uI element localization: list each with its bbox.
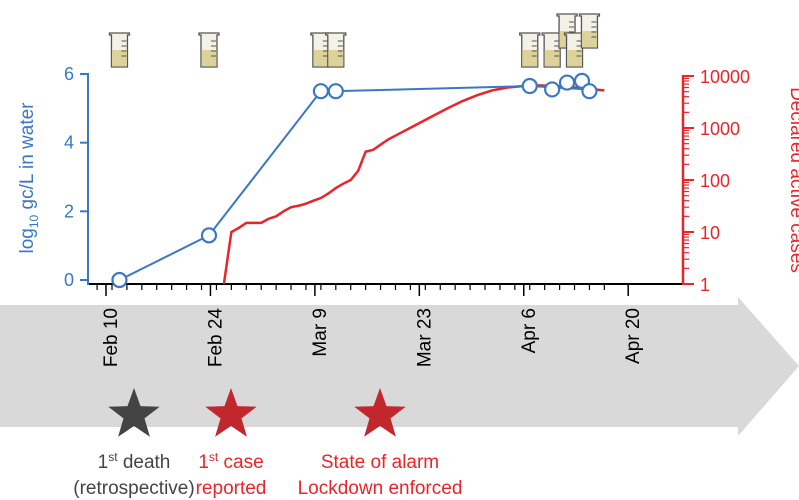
x-tick-label: Mar 23	[414, 308, 435, 367]
event-label-line1: State of alarm	[321, 452, 439, 473]
x-tick-label: Mar 9	[310, 308, 331, 357]
right-y-tick-label: 1	[700, 275, 710, 295]
beaker-icon	[578, 13, 601, 49]
right-y-tick-label: 10	[700, 223, 720, 243]
water-data-point	[544, 81, 561, 98]
left-y-ticks: 0 2 4 6	[64, 64, 88, 290]
right-y-tick-label: 1000	[700, 119, 740, 139]
beaker-icon	[198, 32, 220, 68]
beaker-liquid	[111, 50, 127, 67]
beaker-icon	[541, 32, 563, 68]
water-series-points	[111, 72, 598, 289]
water-series-line	[119, 85, 590, 281]
x-tick-label: Feb 10	[101, 308, 122, 367]
water-data-point	[558, 74, 576, 91]
water-data-point	[200, 227, 218, 244]
left-y-tick-label: 0	[64, 270, 74, 290]
timeline-arrow	[0, 297, 799, 436]
beaker-icon	[563, 32, 586, 68]
beaker-liquid	[567, 50, 583, 67]
x-tick-label: Apr 6	[519, 308, 540, 353]
cases-series-line	[222, 84, 605, 285]
beaker-liquid	[544, 50, 560, 67]
right-y-ticks: 1 10 100 1000 10000	[683, 67, 750, 295]
event-label-line1: 1st case	[198, 450, 263, 473]
left-y-tick-label: 4	[64, 133, 74, 153]
beakers	[108, 13, 601, 68]
water-data-point	[521, 77, 538, 95]
right-axis-label: Declared active cases	[786, 87, 799, 273]
water-data-point	[581, 83, 598, 100]
event-label-line2: (retrospective)	[73, 478, 194, 499]
beaker-liquid	[581, 31, 597, 48]
x-tick-label: Feb 24	[205, 308, 226, 368]
water-data-point	[327, 83, 344, 100]
x-minor-ticks	[96, 284, 605, 290]
event-annotations: 1st death (retrospective)1st case reported…	[73, 388, 462, 499]
beaker-liquid	[522, 50, 538, 67]
beaker-icon	[325, 32, 347, 68]
event-label-line2: reported	[196, 478, 267, 499]
beaker-liquid	[201, 50, 217, 67]
left-axis-label: log10 gc/L in water	[17, 102, 41, 254]
x-ticks: Feb 10 Feb 24 Mar 9 Mar 23 Apr 6 Apr 20	[101, 284, 644, 367]
left-y-tick-label: 6	[64, 64, 74, 84]
event-label-line1: 1st death	[98, 450, 171, 473]
beaker-liquid	[313, 50, 329, 67]
right-y-tick-label: 10000	[700, 67, 750, 87]
beaker-icon	[310, 32, 332, 68]
event-star	[354, 388, 406, 437]
event-star	[108, 388, 160, 437]
water-data-point	[111, 271, 128, 289]
left-y-tick-label: 2	[64, 201, 74, 221]
beaker-liquid	[328, 50, 344, 67]
event-star	[205, 388, 257, 437]
x-tick-label: Apr 20	[623, 308, 644, 364]
event-label-line2: Lockdown enforced	[298, 478, 463, 499]
beaker-icon	[519, 32, 541, 68]
water-data-point	[312, 83, 329, 100]
right-y-tick-label: 100	[700, 171, 730, 191]
beaker-icon	[108, 32, 131, 68]
